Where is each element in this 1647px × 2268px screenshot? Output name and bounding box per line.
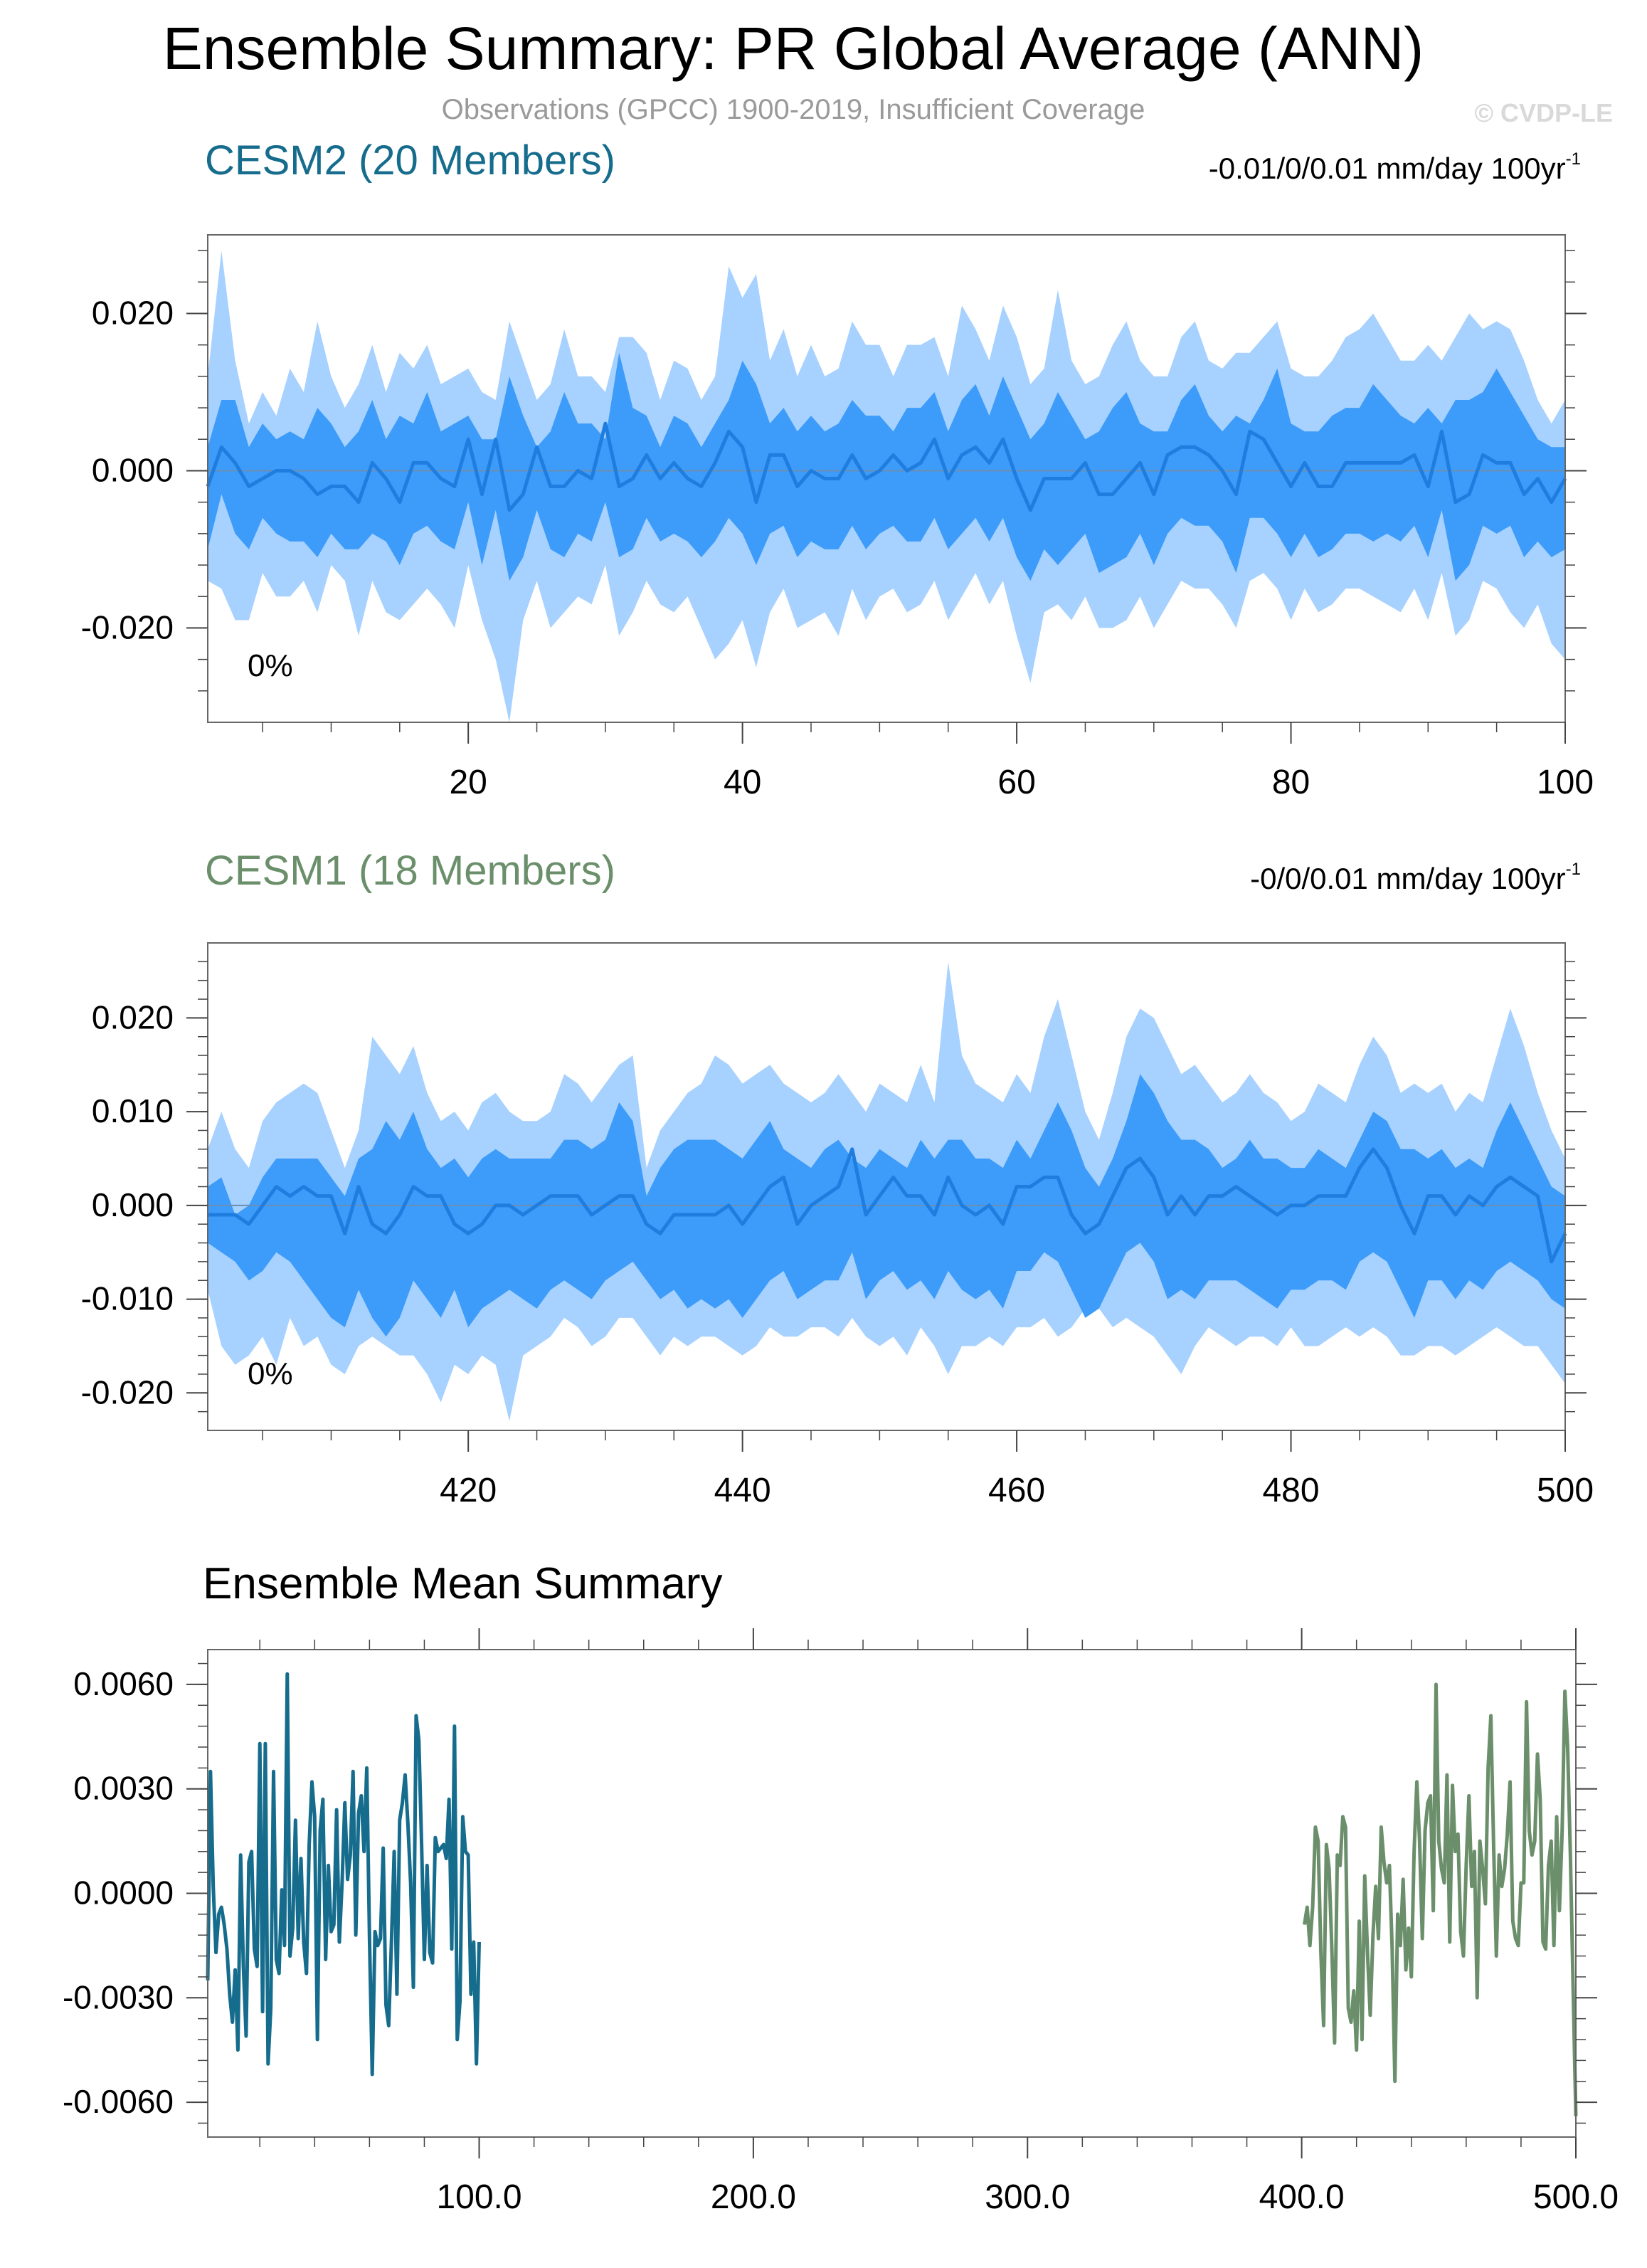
page-title: Ensemble Summary: PR Global Average (ANN…	[162, 15, 1424, 82]
mean-ytick-label: 0.0000	[73, 1874, 174, 1911]
cesm1-ensemble-chart: -0.020 -0.010 0.000 0.010 0.020 420 440 460 480 5…	[81, 942, 1594, 1509]
cesm1-ytick-label: 0.010	[92, 1092, 174, 1129]
mean-xtick-label: 200.0	[711, 2178, 796, 2216]
observations-subtitle: Observations (GPCC) 1900-2019, Insuffici…	[441, 94, 1145, 125]
cesm2-plot-frame	[207, 234, 1566, 723]
cesm1-ytick-label: 0.020	[92, 998, 174, 1035]
mean-xtick-label: 500.0	[1533, 2178, 1619, 2216]
cesm1-xtick-label: 460	[988, 1472, 1045, 1509]
cesm2-xtick-label: 80	[1272, 764, 1310, 801]
cesm2-trend-exponent: -1	[1565, 149, 1581, 169]
cesm1-xtick-label: 420	[440, 1472, 497, 1509]
cesm2-ensemble-chart: -0.020 0.000 0.020 20 40 60 80 100 0%	[81, 234, 1594, 801]
mean-xtick-label: 300.0	[985, 2178, 1070, 2216]
watermark: © CVDP-LE	[1474, 98, 1613, 127]
cesm2-ytick-label: 0.020	[92, 294, 174, 331]
mean-cesm1-line	[1303, 1682, 1578, 2116]
mean-cesm2-line	[206, 1672, 482, 2077]
mean-ytick-label: -0.0030	[63, 1978, 174, 2015]
cesm1-ytick-label: -0.020	[81, 1373, 174, 1410]
cesm1-panel-title: CESM1 (18 Members)	[205, 848, 615, 894]
mean-ytick-label: -0.0060	[63, 2083, 174, 2120]
mean-ytick-label: 0.0060	[73, 1665, 174, 1702]
cesm2-trend-text: -0.01/0/0.01 mm/day 100yr	[1208, 152, 1566, 185]
cesm2-percent-label: 0%	[248, 648, 293, 683]
cesm2-ensemble-mean-line	[206, 421, 1567, 512]
mean-ytick-label: 0.0030	[73, 1770, 174, 1807]
cesm2-xtick-label: 100	[1537, 764, 1594, 801]
cesm2-xtick-label: 40	[724, 764, 761, 801]
cesm1-xtick-label: 480	[1262, 1472, 1319, 1509]
cesm2-ytick-label: 0.000	[92, 451, 174, 488]
mean-xtick-label: 400.0	[1259, 2178, 1345, 2216]
mean-panel-title: Ensemble Mean Summary	[203, 1559, 723, 1608]
cesm1-xtick-label: 500	[1537, 1472, 1594, 1509]
cesm1-percent-label: 0%	[248, 1356, 293, 1391]
cesm1-xtick-label: 440	[714, 1472, 771, 1509]
cesm2-xtick-label: 20	[449, 764, 487, 801]
cesm2-ytick-label: -0.020	[81, 608, 174, 645]
cesm1-ytick-label: -0.010	[81, 1280, 174, 1317]
mean-xtick-label: 100.0	[436, 2178, 521, 2216]
cesm1-trend-exponent: -1	[1565, 860, 1581, 879]
cesm1-ytick-label: 0.000	[92, 1186, 174, 1223]
cesm1-trend-text: -0/0/0.01 mm/day 100yr	[1250, 862, 1566, 895]
cesm2-xtick-label: 60	[997, 764, 1035, 801]
cesm2-inner-band	[208, 352, 1565, 581]
cesm1-ensemble-mean-line	[208, 1147, 1567, 1264]
cesm2-trend-label: -0.01/0/0.01 mm/day 100yr-1	[1209, 149, 1581, 186]
cesm2-panel-title: CESM2 (20 Members)	[205, 137, 615, 184]
cesm1-trend-label: -0/0/0.01 mm/day 100yr-1	[1250, 860, 1581, 896]
